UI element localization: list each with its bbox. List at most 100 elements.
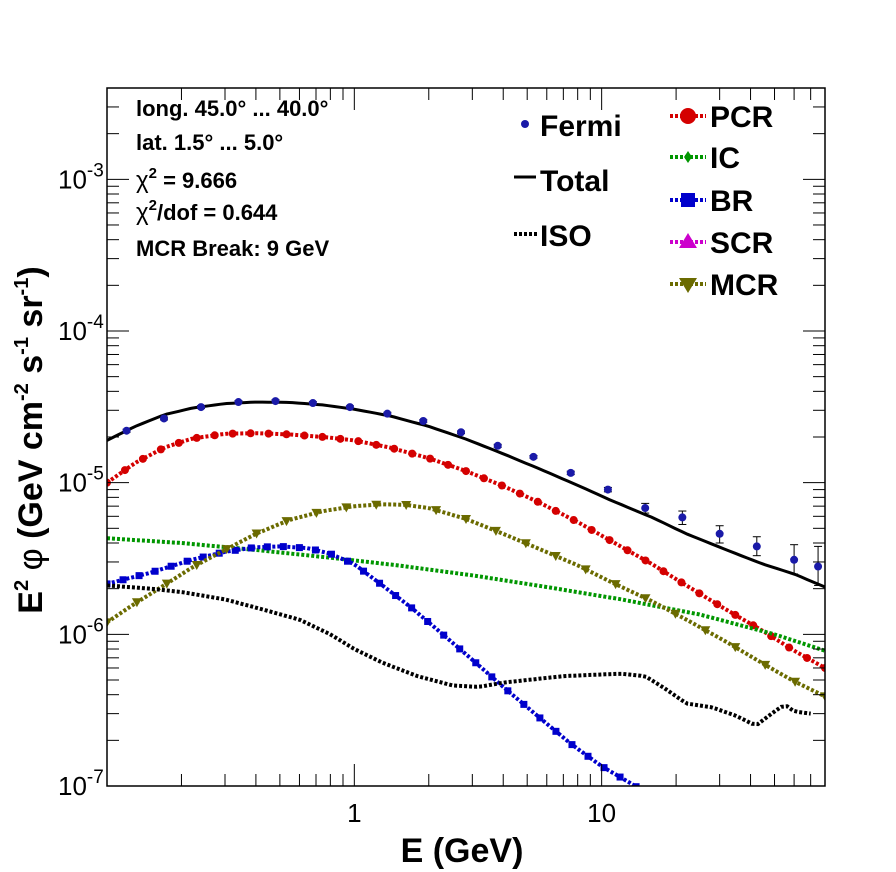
series-br-point-4 xyxy=(167,562,175,570)
plot-layer xyxy=(107,397,825,786)
series-br-point-6 xyxy=(199,553,207,561)
info-block: long. 45.0° ... 40.0° lat. 1.5° ... 5.0°… xyxy=(136,96,330,261)
fermi-point-1 xyxy=(159,414,168,423)
legend-scr-label: SCR xyxy=(710,227,774,260)
series-mcr-point-4 xyxy=(221,545,232,555)
y-tick-label-exp: -5 xyxy=(87,464,104,485)
series-pcr-point-22 xyxy=(497,481,506,490)
series-pcr-point-19 xyxy=(444,460,453,469)
series-pcr-point-10 xyxy=(282,430,291,439)
series-mcr-point-3 xyxy=(191,560,202,570)
series-pcr-point-5 xyxy=(192,433,201,442)
fermi-point-2 xyxy=(197,403,206,412)
fermi-point-11 xyxy=(529,452,538,461)
fermi-point-8 xyxy=(419,416,428,425)
series-br-point-15 xyxy=(343,557,351,565)
series-mcr-point-1 xyxy=(131,598,142,608)
series-mcr-point-23 xyxy=(790,677,801,687)
y-axis-title-cm-exp: -2 xyxy=(11,383,33,401)
series-mcr-point-2 xyxy=(161,579,172,589)
series-pcr-point-21 xyxy=(479,474,488,483)
y-axis-title-open: (GeV cm xyxy=(12,401,50,539)
series-br-point-16 xyxy=(360,567,368,575)
series-br-point-13 xyxy=(311,546,319,554)
series-pcr-point-29 xyxy=(623,546,632,555)
series-pcr-point-17 xyxy=(408,449,417,458)
series-mcr-point-20 xyxy=(700,626,711,636)
series-pcr-point-11 xyxy=(300,431,309,440)
info-chidof-symbol: χ xyxy=(136,199,149,226)
fermi-point-14 xyxy=(641,504,650,513)
series-mcr-point-0 xyxy=(107,618,112,628)
series-br-point-25 xyxy=(504,687,512,695)
series-pcr-point-8 xyxy=(246,429,255,438)
series-br-point-22 xyxy=(456,645,464,653)
fermi-point-0 xyxy=(122,426,131,435)
legend-pcr-marker xyxy=(680,108,696,124)
series-mcr-point-17 xyxy=(610,580,621,590)
legend-br-marker xyxy=(681,193,695,207)
fermi-point-12 xyxy=(566,468,575,477)
series-br-point-21 xyxy=(440,631,448,639)
series-mcr-point-13 xyxy=(490,526,501,536)
series-mcr-point-14 xyxy=(520,539,531,549)
y-tick-label-base: 10 xyxy=(58,771,87,801)
series-br-point-3 xyxy=(151,567,159,575)
y-tick-label--7: 10-7 xyxy=(58,767,104,801)
series-pcr-point-38 xyxy=(785,643,794,652)
y-axis-title-s: s xyxy=(12,355,50,383)
y-axis-title-e-exp: 2 xyxy=(11,580,33,591)
series-br-point-31 xyxy=(600,764,608,772)
fermi-point-13 xyxy=(603,485,612,494)
series-total-line xyxy=(107,400,825,589)
series-mcr-point-18 xyxy=(640,594,651,604)
info-chi-symbol: χ xyxy=(136,167,149,194)
fermi-point-7 xyxy=(383,409,392,418)
series-pcr-point-16 xyxy=(390,444,399,453)
series-pcr-point-34 xyxy=(713,600,722,609)
series-br-point-33 xyxy=(632,783,640,786)
info-chi-value: = 9.666 xyxy=(157,168,237,193)
series-mcr-point-8 xyxy=(341,503,352,513)
fermi-point-9 xyxy=(457,428,466,437)
info-chidof-value: /dof = 0.644 xyxy=(157,200,278,225)
series-pcr-point-35 xyxy=(731,610,740,619)
legend-mcr-marker xyxy=(679,278,697,293)
series-pcr-point-15 xyxy=(372,440,381,449)
series-br-point-17 xyxy=(376,579,384,587)
series-br-point-28 xyxy=(552,727,560,735)
series-mcr-point-12 xyxy=(461,514,471,524)
series-mcr-point-16 xyxy=(580,565,591,575)
legend-total-label: Total xyxy=(540,165,609,198)
series-pcr-point-30 xyxy=(641,556,650,565)
legend: Fermi Total ISO PCR IC BR SCR MCR xyxy=(514,101,779,302)
y-tick-label--4: 10-4 xyxy=(58,312,104,346)
series-br-point-26 xyxy=(520,700,528,708)
series-br-point-8 xyxy=(231,546,239,554)
fermi-point-10 xyxy=(493,441,502,450)
series-mcr-point-15 xyxy=(550,551,561,561)
y-tick-label-exp: -3 xyxy=(87,160,104,181)
legend-ic-marker xyxy=(684,151,692,163)
y-tick-label-exp: -6 xyxy=(87,615,104,636)
series-mcr-point-21 xyxy=(730,643,741,653)
series-pcr-point-18 xyxy=(426,454,435,463)
y-tick-label--6: 10-6 xyxy=(58,615,104,649)
info-chidof-exp: 2 xyxy=(149,197,157,214)
series-pcr-point-9 xyxy=(264,429,273,438)
series-pcr-point-23 xyxy=(515,489,524,498)
y-tick-label-base: 10 xyxy=(58,164,87,194)
legend-ic-label: IC xyxy=(710,142,740,175)
series-pcr-point-26 xyxy=(569,516,578,525)
series-pcr-point-31 xyxy=(659,567,668,576)
series-pcr-point-12 xyxy=(318,432,327,441)
fermi-point-3 xyxy=(234,398,243,407)
series-mcr-point-7 xyxy=(311,508,322,518)
legend-pcr-label: PCR xyxy=(710,101,774,134)
y-axis-title-s-exp: -1 xyxy=(11,337,33,355)
fermi-point-18 xyxy=(790,555,799,564)
y-tick-label--3: 10-3 xyxy=(58,160,104,194)
legend-iso-label: ISO xyxy=(540,220,592,253)
series-mcr-point-5 xyxy=(251,529,262,539)
info-mcr-break: MCR Break: 9 GeV xyxy=(136,236,330,261)
